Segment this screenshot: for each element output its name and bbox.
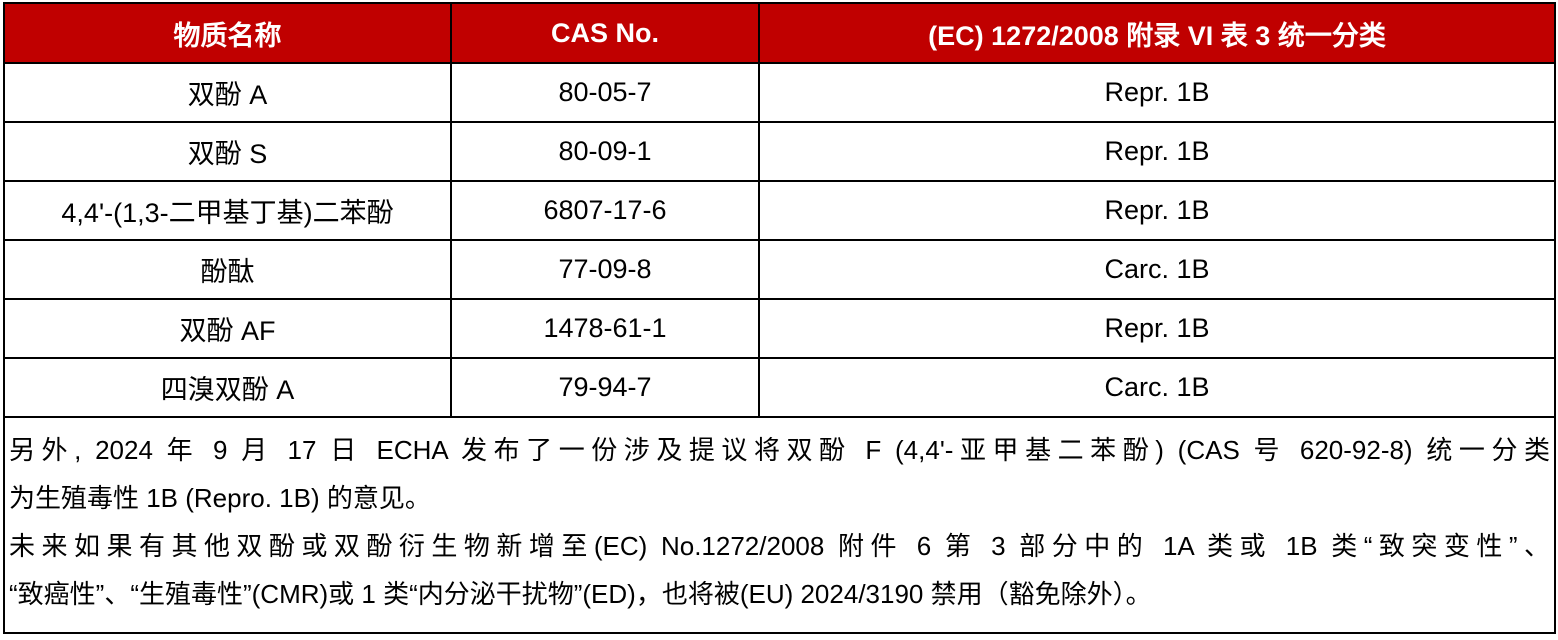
cas-number-cell: 80-05-7 (450, 62, 760, 123)
classification-cell: Repr. 1B (758, 62, 1556, 123)
substance-name-cell: 四溴双酚 A (3, 357, 452, 418)
classification-cell: Repr. 1B (758, 121, 1556, 182)
cas-number-cell: 1478-61-1 (450, 298, 760, 359)
table-row: 双酚 AF 1478-61-1 Repr. 1B (3, 298, 1556, 359)
note-cell: 另外, 2024 年 9 月 17 日 ECHA 发布了一份涉及提议将双酚 F … (3, 416, 1556, 634)
table-row: 四溴双酚 A 79-94-7 Carc. 1B (3, 357, 1556, 418)
cas-number-cell: 79-94-7 (450, 357, 760, 418)
substance-name-cell: 双酚 A (3, 62, 452, 123)
substance-name-cell: 双酚 AF (3, 298, 452, 359)
table-row: 4,4'-(1,3-二甲基丁基)二苯酚 6807-17-6 Repr. 1B (3, 180, 1556, 241)
note-row: 另外, 2024 年 9 月 17 日 ECHA 发布了一份涉及提议将双酚 F … (3, 416, 1556, 634)
cas-number-cell: 6807-17-6 (450, 180, 760, 241)
note-line: 未来如果有其他双酚或双酚衍生物新增至(EC) No.1272/2008 附件 6… (9, 531, 1550, 561)
substance-name-cell: 酚酞 (3, 239, 452, 300)
bisphenol-classification-table: 物质名称 CAS No. (EC) 1272/2008 附录 VI 表 3 统一… (3, 2, 1556, 634)
column-header-cas: CAS No. (450, 2, 760, 64)
note-line: 为生殖毒性 1B (Repro. 1B) 的意见。 (9, 483, 431, 513)
classification-cell: Carc. 1B (758, 357, 1556, 418)
cas-number-cell: 77-09-8 (450, 239, 760, 300)
column-header-substance: 物质名称 (3, 2, 452, 64)
substance-name-cell: 双酚 S (3, 121, 452, 182)
table-header-row: 物质名称 CAS No. (EC) 1272/2008 附录 VI 表 3 统一… (3, 2, 1556, 64)
classification-cell: Repr. 1B (758, 298, 1556, 359)
table-row: 双酚 S 80-09-1 Repr. 1B (3, 121, 1556, 182)
note-line: “致癌性”、“生殖毒性”(CMR)或 1 类“内分泌干扰物”(ED)，也将被(E… (9, 579, 1152, 609)
substance-name-cell: 4,4'-(1,3-二甲基丁基)二苯酚 (3, 180, 452, 241)
table-row: 酚酞 77-09-8 Carc. 1B (3, 239, 1556, 300)
classification-cell: Repr. 1B (758, 180, 1556, 241)
classification-cell: Carc. 1B (758, 239, 1556, 300)
column-header-classification: (EC) 1272/2008 附录 VI 表 3 统一分类 (758, 2, 1556, 64)
note-line: 另外, 2024 年 9 月 17 日 ECHA 发布了一份涉及提议将双酚 F … (9, 435, 1550, 465)
table-row: 双酚 A 80-05-7 Repr. 1B (3, 62, 1556, 123)
cas-number-cell: 80-09-1 (450, 121, 760, 182)
